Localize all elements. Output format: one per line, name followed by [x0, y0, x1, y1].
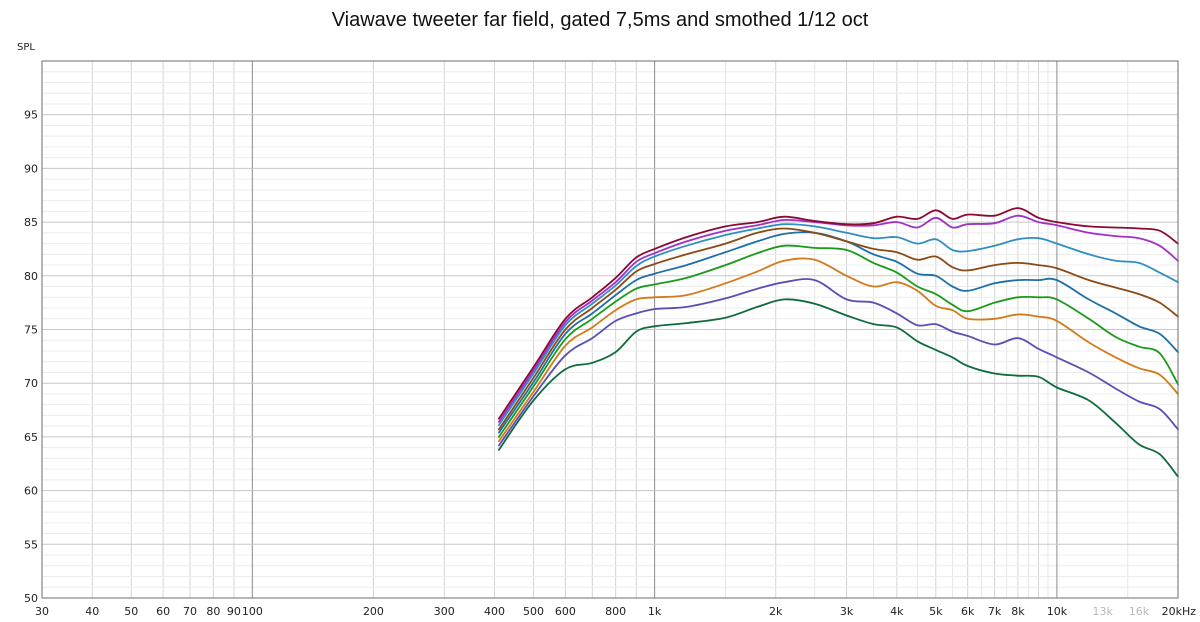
y-tick-label: 75 — [24, 324, 38, 337]
x-tick-label: 60 — [156, 605, 170, 618]
series-line-3 — [498, 223, 1179, 426]
x-tick-label: 2k — [769, 605, 783, 618]
x-tick-label: 800 — [605, 605, 626, 618]
x-tick-label: 30 — [35, 605, 49, 618]
y-tick-label: 80 — [24, 270, 38, 283]
grid-major — [42, 61, 1178, 598]
series-line-1 — [498, 207, 1179, 420]
series-line-9 — [498, 298, 1179, 478]
y-axis-ticks: 50 55 60 65 70 75 80 85 90 95 — [24, 109, 38, 605]
series-line-4 — [498, 227, 1179, 431]
x-tick-label: 3k — [840, 605, 854, 618]
x-tick-label: 1k — [648, 605, 662, 618]
y-axis-label: SPL — [17, 42, 35, 53]
series-line-6 — [498, 244, 1179, 438]
series-line-2 — [498, 214, 1179, 423]
x-axis-ticks: 30 40 50 60 70 80 90 100 200 300 400 500 600 800 1k 2k 3… — [35, 605, 1196, 618]
y-tick-label: 65 — [24, 431, 38, 444]
series-line-7 — [498, 257, 1179, 443]
x-tick-label: 4k — [890, 605, 904, 618]
y-tick-label: 95 — [24, 109, 38, 122]
x-tick-label: 16k — [1129, 605, 1150, 618]
y-tick-label: 90 — [24, 162, 38, 175]
x-tick-label: 10k — [1047, 605, 1068, 618]
y-tick-label: 50 — [24, 592, 38, 605]
y-tick-label: 70 — [24, 377, 38, 390]
x-tick-label: 400 — [484, 605, 505, 618]
x-tick-label: 200 — [363, 605, 384, 618]
x-tick-label: 13k — [1093, 605, 1114, 618]
chart-title: Viawave tweeter far field, gated 7,5ms a… — [331, 9, 869, 31]
x-tick-label: 5k — [929, 605, 943, 618]
x-tick-label: 600 — [555, 605, 576, 618]
x-tick-label: 50 — [124, 605, 138, 618]
x-tick-label: 500 — [523, 605, 544, 618]
x-tick-label: 6k — [961, 605, 975, 618]
plot-frame — [41, 60, 1179, 599]
series-line-8 — [498, 278, 1179, 447]
x-tick-label: 300 — [434, 605, 455, 618]
x-tick-label: 70 — [183, 605, 197, 618]
y-tick-label: 55 — [24, 538, 38, 551]
y-tick-label: 85 — [24, 216, 38, 229]
y-tick-label: 60 — [24, 485, 38, 498]
x-tick-label: 7k — [988, 605, 1002, 618]
x-tick-label: 20kHz — [1162, 605, 1197, 618]
x-tick-label: 8k — [1011, 605, 1025, 618]
x-tick-label: 40 — [85, 605, 99, 618]
series-line-5 — [498, 231, 1179, 434]
series-layer — [498, 207, 1179, 478]
x-tick-label: 80 — [206, 605, 220, 618]
x-tick-label: 90 — [227, 605, 241, 618]
x-tick-label: 100 — [242, 605, 263, 618]
